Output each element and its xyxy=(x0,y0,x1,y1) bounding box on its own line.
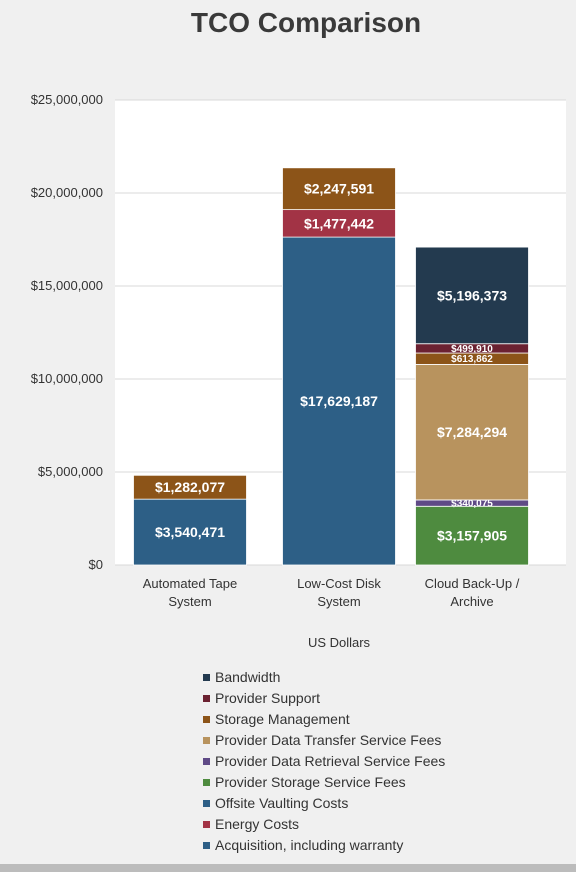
bar-segment xyxy=(415,364,529,501)
legend-label: Provider Support xyxy=(215,690,320,706)
y-tick-label: $10,000,000 xyxy=(31,371,103,386)
legend-label: Provider Storage Service Fees xyxy=(215,774,406,790)
x-category-label: Automated Tape xyxy=(143,576,237,591)
data-label: $5,196,373 xyxy=(437,287,507,303)
legend-swatch xyxy=(203,758,210,765)
legend-label: Provider Data Transfer Service Fees xyxy=(215,732,441,748)
legend-swatch xyxy=(203,821,210,828)
x-axis-label: US Dollars xyxy=(308,635,371,650)
data-label: $17,629,187 xyxy=(300,393,378,409)
x-category-label: System xyxy=(168,594,211,609)
legend-swatch xyxy=(203,779,210,786)
legend-label: Energy Costs xyxy=(215,816,299,832)
data-label: $340,075 xyxy=(451,499,493,510)
legend-swatch xyxy=(203,695,210,702)
legend-swatch xyxy=(203,737,210,744)
legend-swatch xyxy=(203,842,210,849)
legend-swatch xyxy=(203,674,210,681)
legend-label: Storage Management xyxy=(215,711,350,727)
legend-swatch xyxy=(203,716,210,723)
bar-segment xyxy=(415,505,529,566)
bar-segment xyxy=(133,474,247,500)
x-category-label: Low-Cost Disk xyxy=(297,576,381,591)
bottom-bar xyxy=(0,864,576,872)
bar-segment xyxy=(133,498,247,566)
legend-label: Acquisition, including warranty xyxy=(215,837,403,853)
legend-swatch xyxy=(203,800,210,807)
legend-label: Provider Data Retrieval Service Fees xyxy=(215,753,445,769)
x-category-label: System xyxy=(317,594,360,609)
chart-title: TCO Comparison xyxy=(191,7,421,38)
x-category-label: Cloud Back-Up / xyxy=(425,576,520,591)
data-label: $1,477,442 xyxy=(304,215,374,231)
legend-label: Offsite Vaulting Costs xyxy=(215,795,348,811)
y-tick-label: $0 xyxy=(89,557,103,572)
data-label: $1,282,077 xyxy=(155,479,225,495)
bar-segment xyxy=(282,167,396,211)
y-tick-label: $5,000,000 xyxy=(38,464,103,479)
bar-segment xyxy=(415,246,529,345)
data-label: $2,247,591 xyxy=(304,181,374,197)
data-label: $499,910 xyxy=(451,344,493,355)
y-tick-label: $25,000,000 xyxy=(31,92,103,107)
y-tick-label: $15,000,000 xyxy=(31,278,103,293)
x-category-label: Archive xyxy=(450,594,493,609)
data-label: $3,157,905 xyxy=(437,528,507,544)
data-label: $7,284,294 xyxy=(437,424,507,440)
data-label: $613,862 xyxy=(451,354,493,365)
legend-label: Bandwidth xyxy=(215,669,280,685)
data-label: $3,540,471 xyxy=(155,524,225,540)
bar-segment xyxy=(282,236,396,566)
y-tick-label: $20,000,000 xyxy=(31,185,103,200)
